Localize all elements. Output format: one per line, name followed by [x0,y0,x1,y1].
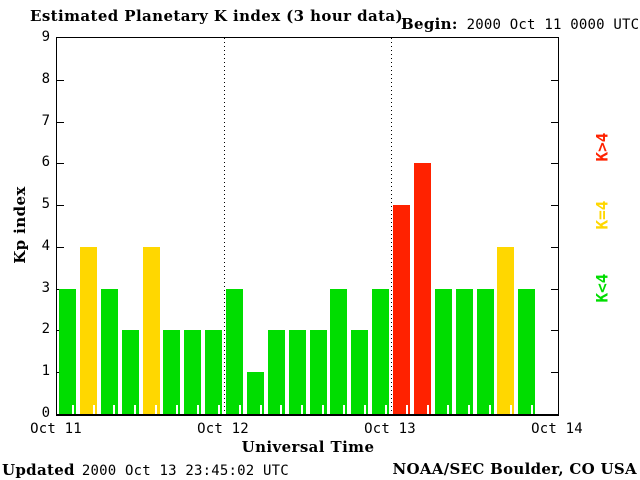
kp-bar [59,289,76,414]
x-axis-tick [510,405,512,414]
y-tick-label: 3 [41,280,50,296]
x-axis-tick [92,405,95,414]
x-axis-tick [322,405,325,414]
y-tick-label: 8 [41,71,50,87]
y-axis-tick [551,163,558,164]
y-axis-tick [57,80,64,81]
day-boundary-dotted-line [224,38,225,414]
kp-bar [184,330,202,414]
x-tick-label: Oct 13 [364,421,416,437]
begin-label: Begin: [401,15,458,33]
y-axis-tick [551,205,558,206]
y-axis-tick [551,289,558,290]
y-tick-label: 6 [41,154,50,170]
x-axis-tick [343,405,345,414]
y-tick-label: 2 [41,321,50,337]
kp-bar [330,289,348,414]
credit-noaa: NOAA/SEC Boulder, CO USA [392,460,637,478]
kp-bar [393,205,410,414]
kp-bar [121,330,139,414]
kp-bar [372,289,390,414]
kp-bar [205,330,223,414]
x-axis-tick [447,405,450,414]
kp-bar [351,330,369,414]
legend-label-K4: K<4 [592,273,612,303]
kp-bar [518,289,536,414]
kp-bar [476,289,494,414]
y-tick-label: 7 [41,113,50,129]
updated-line: Updated 2000 Oct 13 23:45:02 UTC [2,460,289,479]
chart-title: Estimated Planetary K index (3 hour data… [30,7,404,25]
y-axis-tick [57,205,64,206]
kp-bar [142,247,160,414]
kp-bar [413,163,431,414]
y-tick-label: 1 [41,363,50,379]
x-axis-tick [196,405,199,414]
kp-bar [226,289,243,414]
y-tick-label: 9 [41,29,50,45]
plot-area [56,37,559,416]
kp-bar [246,372,264,414]
kp-bar [309,330,327,414]
y-axis-tick [551,372,558,373]
y-tick-label: 0 [41,405,50,421]
x-axis-tick [301,405,304,414]
kp-bar [267,330,285,414]
y-axis-title: Kp index [11,186,29,264]
kp-bar [288,330,306,414]
legend-label-K4: K>4 [592,132,612,162]
y-tick-label: 5 [41,196,50,212]
begin-line: Begin: 2000 Oct 11 0000 UTC [401,14,639,33]
x-axis-tick [71,405,74,414]
x-axis-tick [259,405,262,414]
x-tick-label: Oct 12 [197,421,249,437]
legend-label-K4: K=4 [592,200,612,230]
kp-bar [434,289,452,414]
y-axis-tick [57,163,64,164]
kp-bar [100,289,118,414]
x-axis-tick [113,405,116,414]
x-axis-tick [405,405,408,414]
y-tick-label: 4 [41,238,50,254]
day-boundary-dotted-line [391,38,392,414]
x-axis-tick [363,405,366,414]
kp-bar [163,330,181,414]
y-axis-tick [551,330,558,331]
begin-value: 2000 Oct 11 0000 UTC [466,17,640,33]
kp-bar [79,247,97,414]
updated-label: Updated [2,461,75,479]
y-axis-tick [551,80,558,81]
kp-bar [455,289,473,414]
x-tick-label: Oct 11 [30,421,82,437]
y-axis-tick [57,247,64,248]
x-axis-title: Universal Time [241,438,375,456]
x-axis-tick [384,405,387,414]
x-axis-tick [468,405,471,414]
x-axis-tick [530,405,533,414]
x-axis-tick [489,405,492,414]
x-axis-tick [217,405,220,414]
y-axis-tick [551,122,558,123]
y-axis-tick [551,247,558,248]
x-axis-tick [426,405,429,414]
updated-value: 2000 Oct 13 23:45:02 UTC [81,463,289,479]
kp-bar [497,247,515,414]
y-axis-tick [57,122,64,123]
x-axis-tick [134,405,137,414]
x-tick-label: Oct 14 [531,421,583,437]
x-axis-tick [280,405,283,414]
x-axis-tick [155,405,158,414]
x-axis-tick [238,405,241,414]
x-axis-tick [176,405,178,414]
